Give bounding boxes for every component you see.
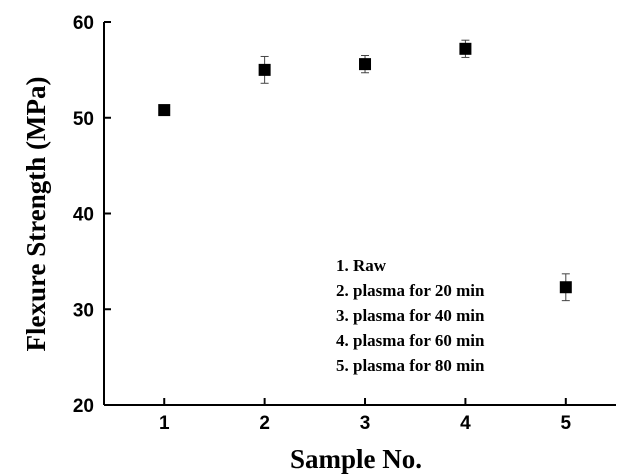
x-axis-title: Sample No. xyxy=(290,444,422,474)
legend: 1. Raw 2. plasma for 20 min 3. plasma fo… xyxy=(336,256,485,375)
data-points xyxy=(158,39,572,302)
y-tick-label: 60 xyxy=(73,13,94,34)
x-tick-label: 2 xyxy=(259,413,270,434)
legend-entry-3: 3. plasma for 40 min xyxy=(336,306,485,325)
legend-entry-5: 5. plasma for 80 min xyxy=(336,356,485,375)
y-axis-title: Flexure Strength (MPa) xyxy=(21,77,51,352)
y-tick-label: 20 xyxy=(73,396,94,417)
x-tick-label: 4 xyxy=(460,413,471,434)
x-tick-label: 1 xyxy=(159,413,170,434)
legend-entry-2: 2. plasma for 20 min xyxy=(336,281,485,300)
data-point xyxy=(258,63,271,76)
x-tick-label: 5 xyxy=(561,413,572,434)
data-point xyxy=(459,42,472,55)
y-tick-label: 30 xyxy=(73,300,94,321)
y-axis-ticks: 20 30 40 50 60 xyxy=(73,13,111,417)
legend-entry-1: 1. Raw xyxy=(336,256,387,275)
x-tick-label: 3 xyxy=(360,413,371,434)
data-point xyxy=(158,104,171,117)
y-tick-label: 40 xyxy=(73,205,94,226)
y-tick-label: 50 xyxy=(73,109,94,130)
x-axis-ticks: 1 2 3 4 5 xyxy=(159,398,572,434)
legend-entry-4: 4. plasma for 60 min xyxy=(336,331,485,350)
data-point xyxy=(359,58,372,71)
data-point xyxy=(559,281,572,294)
